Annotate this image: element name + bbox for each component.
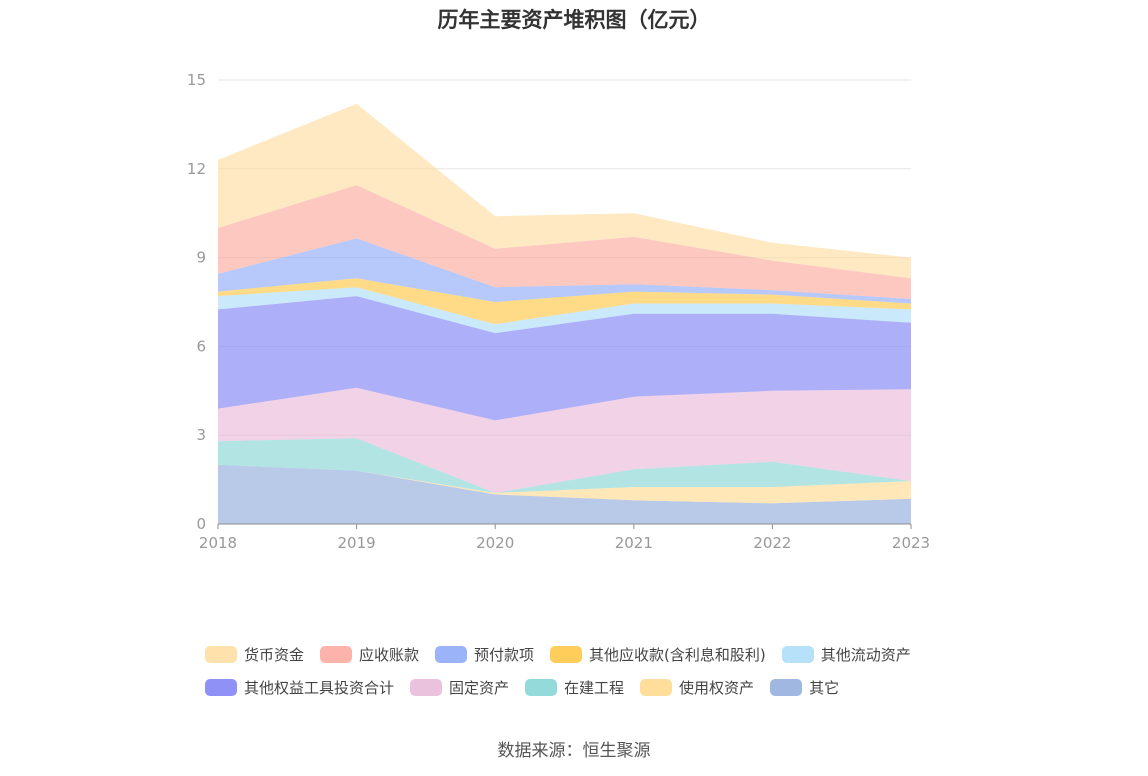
axes: 0 3 6 9 12 15 2018 2019 2020 2021 2022 2023 [187,71,930,552]
source-note: 数据来源：恒生聚源 [497,741,651,761]
x-tick-label: 2018 [199,534,237,552]
legend-swatch [435,646,468,663]
legend-label: 其他流动资产 [820,646,911,664]
legend-swatch [205,646,237,663]
legend-item[interactable]: 货币资金 [205,644,304,665]
x-tick-label: 2022 [753,534,791,552]
y-tick-label: 12 [187,160,206,178]
legend-item[interactable]: 应收账款 [320,644,419,665]
legend-swatch [640,679,673,696]
area-其他应收款(含利息和股利) [218,278,911,325]
legend-label: 货币资金 [244,646,305,664]
area-其它 [218,464,911,524]
area-预付款项 [218,238,911,304]
legend-label: 固定资产 [449,679,510,697]
legend-item[interactable]: 其他应收款(含利息和股利) [550,644,766,665]
y-tick-label: 15 [187,71,206,89]
area-应收账款 [218,185,911,299]
area-在建工程 [218,438,911,493]
legend-label: 其他权益工具投资合计 [244,679,395,697]
area-其他权益工具投资合计 [218,296,911,421]
legend-item[interactable]: 在建工程 [525,677,624,698]
legend-swatch [410,679,443,696]
legend-label: 使用权资产 [679,679,755,697]
legend-label: 应收账款 [359,646,420,664]
x-tick-label: 2021 [615,534,653,552]
chart-title: 历年主要资产堆积图（亿元） [437,8,711,32]
area-layer [218,103,911,524]
legend-swatch [320,646,353,663]
y-tick-label: 9 [196,249,206,267]
y-tick-label: 6 [196,337,206,355]
legend-item[interactable]: 其它 [770,677,839,698]
legend-label: 在建工程 [564,679,625,697]
x-tick-label: 2019 [338,534,376,552]
legend-item[interactable]: 其他流动资产 [781,644,911,665]
legend-label: 预付款项 [474,646,535,664]
legend-label: 其他应收款(含利息和股利) [589,646,766,664]
legend-swatch [205,679,237,696]
legend-item[interactable]: 预付款项 [435,644,534,665]
legend-row: 货币资金 应收账款 预付款项 其他应收款(含利息和股利) 其他流动资产 [205,638,965,671]
x-tick-label: 2023 [892,534,930,552]
x-tick-label: 2020 [476,534,514,552]
legend-swatch [550,646,583,663]
legend-swatch [525,679,558,696]
legend-item[interactable]: 使用权资产 [640,677,754,698]
legend-label: 其它 [809,679,840,697]
legend-swatch [770,679,803,696]
y-tick-label: 3 [196,426,206,444]
legend-item[interactable]: 固定资产 [410,677,509,698]
area-使用权资产 [218,464,911,504]
legend-row: 其他权益工具投资合计 固定资产 在建工程 使用权资产 其它 [205,671,965,704]
y-tick-label: 0 [196,515,206,533]
legend: 货币资金 应收账款 预付款项 其他应收款(含利息和股利) 其他流动资产 其他权益工具投资… [205,638,965,704]
area-其他流动资产 [218,287,911,334]
legend-item[interactable]: 其他权益工具投资合计 [205,677,394,698]
legend-swatch [781,646,814,663]
area-固定资产 [218,387,911,493]
area-货币资金 [218,103,911,279]
